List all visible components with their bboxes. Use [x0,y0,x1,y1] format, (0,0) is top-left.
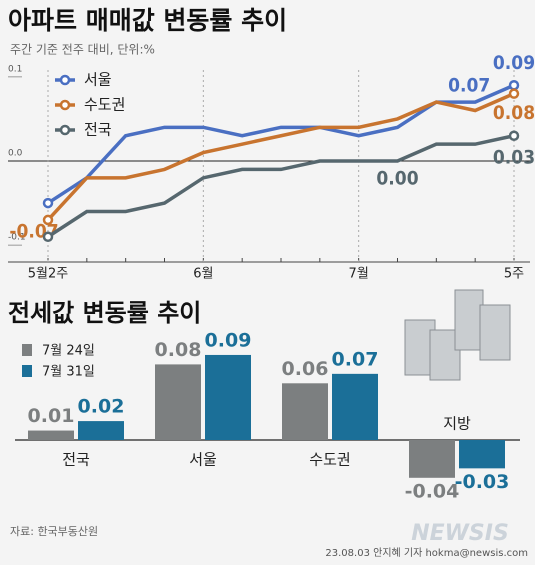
value-label: 0.07 [448,75,490,97]
x-tick-label: 서울 [189,451,217,469]
line-point [42,231,54,242]
x-tick-label: 5주 [504,267,524,282]
legend-label: 서울 [84,71,112,89]
x-tick-label: 6월 [193,267,213,282]
logo: NEWSIS [411,521,509,546]
legend-swatch [22,365,32,377]
line [47,134,515,239]
value-label: 0.08 [493,102,535,124]
y-tick-label: -0.1 [8,233,26,243]
legend-marker [59,99,71,111]
bar [332,373,378,440]
bar [78,421,124,440]
buildings-icon [404,289,511,381]
value-label: 0.07 [332,348,379,370]
line-point [508,88,520,99]
line-point [42,197,54,209]
x-tick-label: 7월 [349,267,369,282]
line-point [508,80,520,91]
bar [155,364,201,440]
chart-title: 아파트 매매값 변동률 추이 [8,6,287,35]
legend-label: 7월 24일 [42,344,95,359]
line-point [42,214,54,226]
bar [205,354,251,440]
y-tick-label: 0.1 [8,64,22,74]
legend-label: 수도권 [84,96,125,114]
chart-title: 전세값 변동률 추이 [8,299,201,327]
x-tick-label: 수도권 [309,451,350,469]
bar [282,383,328,440]
value-label: 0.06 [282,358,329,380]
bar [409,440,455,478]
line-point [508,130,520,141]
value-label: 0.08 [155,339,202,361]
source: 자료: 한국부동산원 [10,525,98,538]
legend-marker [59,124,71,136]
value-label: 0.09 [205,329,252,351]
legend-marker [59,74,71,86]
y-tick-label: 0.0 [8,149,23,159]
chart-subtitle: 주간 기준 전주 대비, 단위:% [10,43,155,57]
bar [459,440,505,469]
value-label: -0.04 [405,480,460,502]
bar [28,430,74,440]
credit: 23.08.03 안지혜 기자 hokma@newsis.com [325,547,528,559]
x-tick-label: 5월2주 [28,267,69,282]
value-label: 0.00 [376,168,418,190]
value-label: 0.01 [28,405,75,427]
value-label: -0.03 [455,471,510,493]
x-tick-label: 지방 [443,415,471,433]
value-label: 0.03 [493,146,535,168]
line [46,92,515,222]
legend-swatch [22,344,32,356]
legend-label: 7월 31일 [42,365,95,380]
x-tick-label: 전국 [62,451,90,469]
value-label: 0.02 [78,396,125,418]
value-label: 0.09 [493,52,535,74]
legend-label: 전국 [84,121,112,139]
